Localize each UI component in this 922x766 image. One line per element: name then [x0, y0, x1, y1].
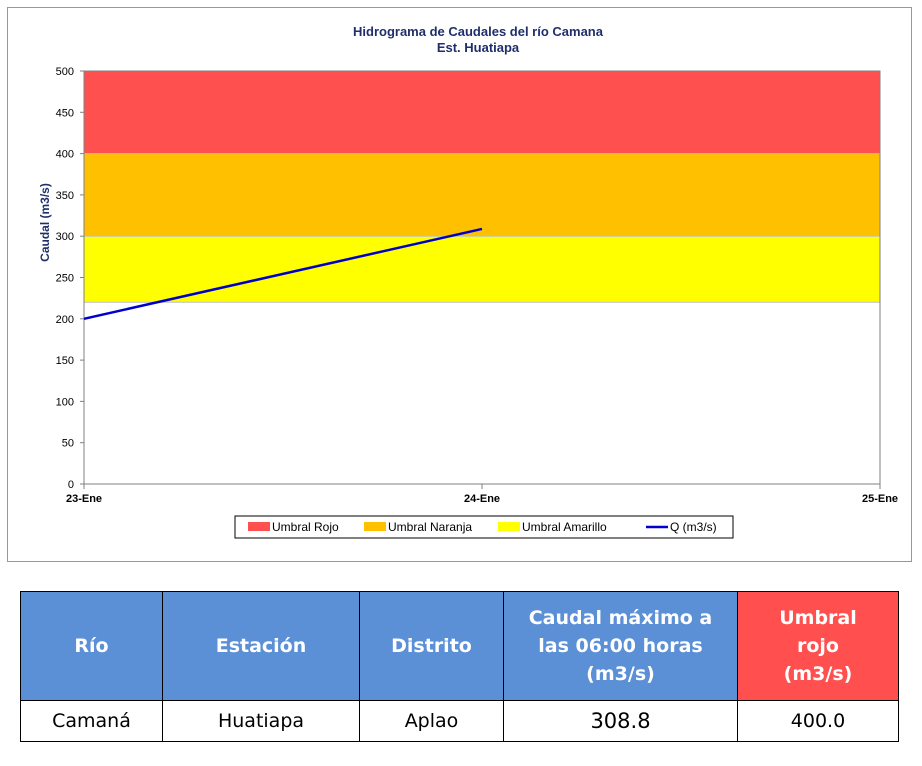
table-row: Camaná Huatiapa Aplao 308.8 400.0 [20, 700, 899, 742]
y-tick-label: 0 [68, 479, 74, 491]
header-rio: Río [20, 591, 163, 701]
cell-umbral-rojo: 400.0 [737, 700, 899, 742]
y-tick-label: 250 [56, 273, 74, 285]
y-tick-label: 50 [62, 438, 74, 450]
cell-rio: Camaná [20, 700, 163, 742]
y-tick-label: 300 [56, 231, 74, 243]
chart-subtitle: Est. Huatiapa [437, 40, 520, 55]
legend-label: Umbral Rojo [272, 520, 339, 534]
series-layer [83, 227, 483, 321]
y-axis-label: Caudal (m3/s) [38, 183, 52, 262]
y-tick-label: 450 [56, 107, 74, 119]
legend-swatch [364, 522, 386, 531]
cell-estacion: Huatiapa [162, 700, 360, 742]
x-tick-label: 24-Ene [464, 493, 500, 505]
header-distrito: Distrito [359, 591, 504, 701]
threshold-band-1 [84, 71, 880, 154]
header-caudal-maximo: Caudal máximo a las 06:00 horas (m3/s) [503, 591, 738, 701]
legend-swatch [248, 522, 270, 531]
hydrograph-chart: Hidrograma de Caudales del río Camana Es… [38, 24, 898, 539]
table-header-row: Río Estación Distrito Caudal máximo a la… [20, 591, 899, 701]
legend-swatch [498, 522, 520, 531]
y-tick-label: 200 [56, 314, 74, 326]
station-table: Río Estación Distrito Caudal máximo a la… [20, 591, 899, 742]
x-tick-label: 25-Ene [862, 493, 898, 505]
cell-caudal-maximo: 308.8 [503, 700, 738, 742]
y-tick-label: 100 [56, 396, 74, 408]
y-tick-label: 500 [56, 66, 74, 78]
x-tick-label: 23-Ene [66, 493, 102, 505]
threshold-band-2 [84, 153, 880, 237]
y-tick-label: 350 [56, 190, 74, 202]
header-estacion: Estación [162, 591, 360, 701]
x-axis: 23-Ene 24-Ene 25-Ene [66, 484, 898, 505]
legend-label: Umbral Naranja [388, 520, 472, 534]
chart-frame: Hidrograma de Caudales del río Camana Es… [7, 7, 912, 562]
legend-label: Q (m3/s) [670, 520, 717, 534]
legend-label: Umbral Amarillo [522, 520, 607, 534]
y-tick-label: 400 [56, 149, 74, 161]
threshold-bands [84, 71, 880, 303]
series-line-q [83, 227, 483, 321]
header-umbral-rojo: Umbral rojo (m3/s) [737, 591, 899, 701]
threshold-band-3 [84, 236, 880, 303]
y-tick-label: 150 [56, 355, 74, 367]
legend-box [234, 515, 734, 539]
chart-title: Hidrograma de Caudales del río Camana [353, 24, 604, 39]
y-axis: 0 50 100 150 200 250 300 350 400 450 500 [56, 66, 84, 491]
legend: Umbral Rojo Umbral Naranja Umbral Amarillo… [234, 515, 734, 539]
cell-distrito: Aplao [359, 700, 504, 742]
